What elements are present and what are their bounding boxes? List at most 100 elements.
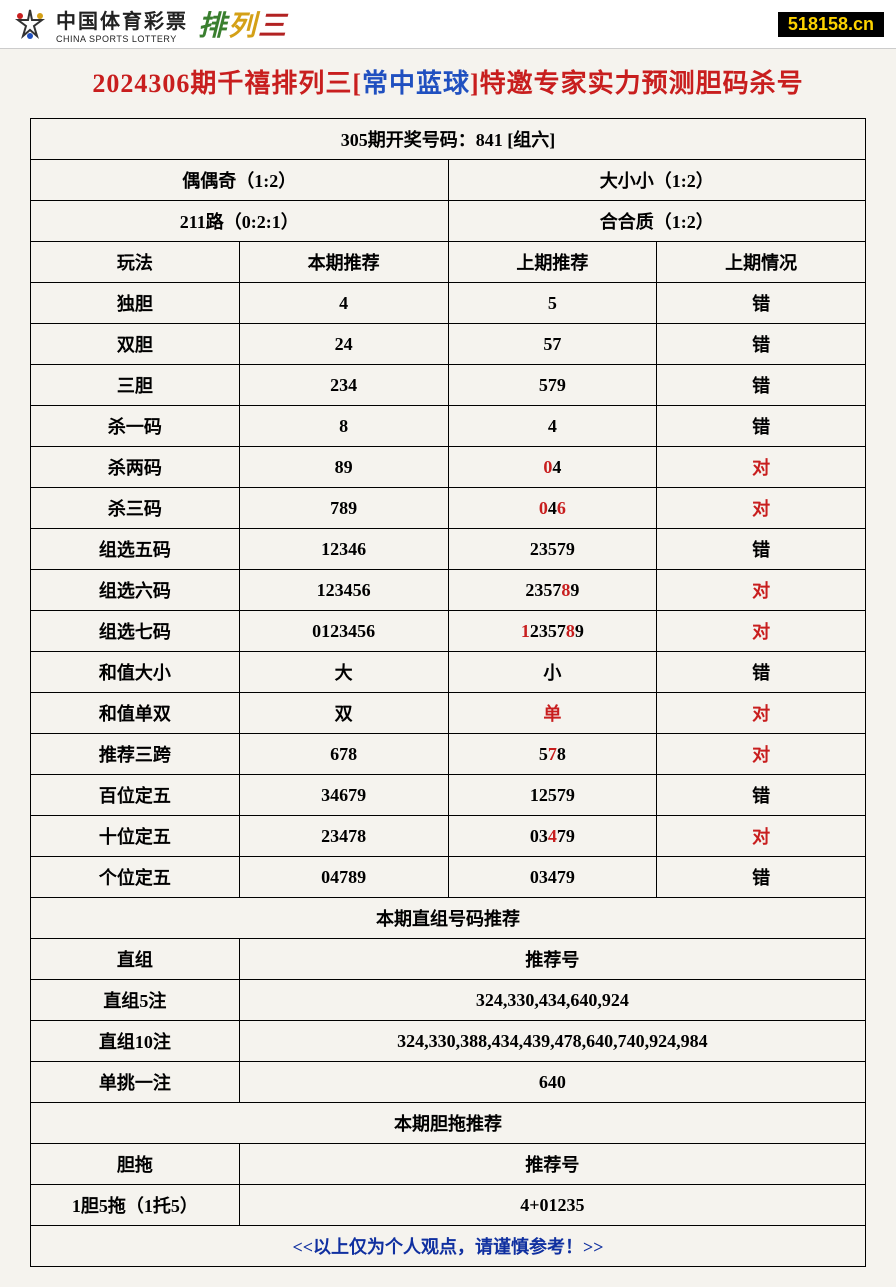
table-row: 直组10注324,330,388,434,439,478,640,740,924…: [31, 1021, 866, 1062]
row-name: 组选六码: [31, 570, 240, 611]
row-previous: 4: [448, 406, 657, 447]
row-result: 错: [657, 406, 866, 447]
row-current: 789: [239, 488, 448, 529]
pls-char-1: 列: [228, 4, 256, 44]
row-value: 324,330,434,640,924: [239, 980, 865, 1021]
row-name: 1胆5拖（1托5）: [31, 1185, 240, 1226]
row-previous: 579: [448, 365, 657, 406]
table-row: 组选六码123456235789对: [31, 570, 866, 611]
table-row: 百位定五3467912579错: [31, 775, 866, 816]
row-name: 三胆: [31, 365, 240, 406]
page-header: 中国体育彩票 CHINA SPORTS LOTTERY 排 列 三 518158…: [0, 0, 896, 49]
row-name: 组选五码: [31, 529, 240, 570]
row-result: 错: [657, 324, 866, 365]
row-current: 123456: [239, 570, 448, 611]
row-name: 直组5注: [31, 980, 240, 1021]
section3-head-2: 推荐号: [239, 1144, 865, 1185]
row-previous: 578: [448, 734, 657, 775]
row-current: 8: [239, 406, 448, 447]
title-mid: 常中蓝球: [362, 69, 470, 98]
row-name: 杀两码: [31, 447, 240, 488]
row-previous: 单: [448, 693, 657, 734]
section3-head-1: 胆拖: [31, 1144, 240, 1185]
row-result: 错: [657, 652, 866, 693]
col-head-3: 上期推荐: [448, 242, 657, 283]
title-post: ]特邀专家实力预测胆码杀号: [470, 69, 804, 98]
table-row: 杀三码789046对: [31, 488, 866, 529]
row-name: 单挑一注: [31, 1062, 240, 1103]
pattern-2: 大小小（1:2）: [448, 160, 866, 201]
row-current: 89: [239, 447, 448, 488]
row-current: 04789: [239, 857, 448, 898]
row-previous: 23579: [448, 529, 657, 570]
row-current: 12346: [239, 529, 448, 570]
row-value: 4+01235: [239, 1185, 865, 1226]
site-badge: 518158.cn: [778, 12, 884, 37]
table-row: 组选七码01234561235789对: [31, 611, 866, 652]
col-head-1: 玩法: [31, 242, 240, 283]
section2-head-1: 直组: [31, 939, 240, 980]
row-name: 组选七码: [31, 611, 240, 652]
section3-title: 本期胆拖推荐: [31, 1103, 866, 1144]
table-row: 1胆5拖（1托5）4+01235: [31, 1185, 866, 1226]
row-previous: 12579: [448, 775, 657, 816]
page-title: 2024306期千禧排列三[常中蓝球]特邀专家实力预测胆码杀号: [0, 49, 896, 118]
row-result: 错: [657, 529, 866, 570]
table-row: 三胆234579错: [31, 365, 866, 406]
row-previous: 小: [448, 652, 657, 693]
row-current: 4: [239, 283, 448, 324]
table-row: 杀一码84错: [31, 406, 866, 447]
col-head-4: 上期情况: [657, 242, 866, 283]
row-result: 对: [657, 734, 866, 775]
table-row: 双胆2457错: [31, 324, 866, 365]
row-name: 和值单双: [31, 693, 240, 734]
col-head-2: 本期推荐: [239, 242, 448, 283]
row-name: 个位定五: [31, 857, 240, 898]
table-footer: <<以上仅为个人观点，请谨慎参考！>>: [31, 1226, 866, 1267]
row-name: 直组10注: [31, 1021, 240, 1062]
row-name: 推荐三跨: [31, 734, 240, 775]
row-previous: 57: [448, 324, 657, 365]
row-previous: 235789: [448, 570, 657, 611]
table-row: 直组5注324,330,434,640,924: [31, 980, 866, 1021]
row-result: 对: [657, 570, 866, 611]
pattern-4: 合合质（1:2）: [448, 201, 866, 242]
logo-text: 中国体育彩票 CHINA SPORTS LOTTERY: [56, 5, 188, 44]
row-name: 和值大小: [31, 652, 240, 693]
row-current: 234: [239, 365, 448, 406]
lottery-logo-icon: [12, 6, 48, 42]
logo-cn: 中国体育彩票: [56, 5, 188, 34]
table-row: 和值大小大小错: [31, 652, 866, 693]
logo-en: CHINA SPORTS LOTTERY: [56, 34, 188, 44]
product-name: 排 列 三: [198, 4, 286, 44]
row-previous: 04: [448, 447, 657, 488]
pls-char-2: 三: [258, 4, 286, 44]
row-result: 错: [657, 283, 866, 324]
table-row: 杀两码8904对: [31, 447, 866, 488]
row-current: 678: [239, 734, 448, 775]
row-name: 十位定五: [31, 816, 240, 857]
table-row: 独胆45错: [31, 283, 866, 324]
row-previous: 03479: [448, 857, 657, 898]
row-result: 对: [657, 488, 866, 529]
row-result: 错: [657, 365, 866, 406]
top-info: 305期开奖号码：841 [组六]: [31, 119, 866, 160]
row-name: 独胆: [31, 283, 240, 324]
row-previous: 046: [448, 488, 657, 529]
table-row: 单挑一注640: [31, 1062, 866, 1103]
logo-block: 中国体育彩票 CHINA SPORTS LOTTERY 排 列 三: [12, 4, 286, 44]
table-row: 组选五码1234623579错: [31, 529, 866, 570]
table-row: 和值单双双单对: [31, 693, 866, 734]
pattern-3: 211路（0:2:1）: [31, 201, 449, 242]
section2-title: 本期直组号码推荐: [31, 898, 866, 939]
row-result: 对: [657, 447, 866, 488]
section2-head-2: 推荐号: [239, 939, 865, 980]
row-current: 大: [239, 652, 448, 693]
row-previous: 03479: [448, 816, 657, 857]
prediction-table: 305期开奖号码：841 [组六] 偶偶奇（1:2） 大小小（1:2） 211路…: [30, 118, 866, 1267]
pattern-1: 偶偶奇（1:2）: [31, 160, 449, 201]
row-result: 错: [657, 775, 866, 816]
table-wrapper: 305期开奖号码：841 [组六] 偶偶奇（1:2） 大小小（1:2） 211路…: [0, 118, 896, 1287]
row-previous: 5: [448, 283, 657, 324]
row-current: 双: [239, 693, 448, 734]
